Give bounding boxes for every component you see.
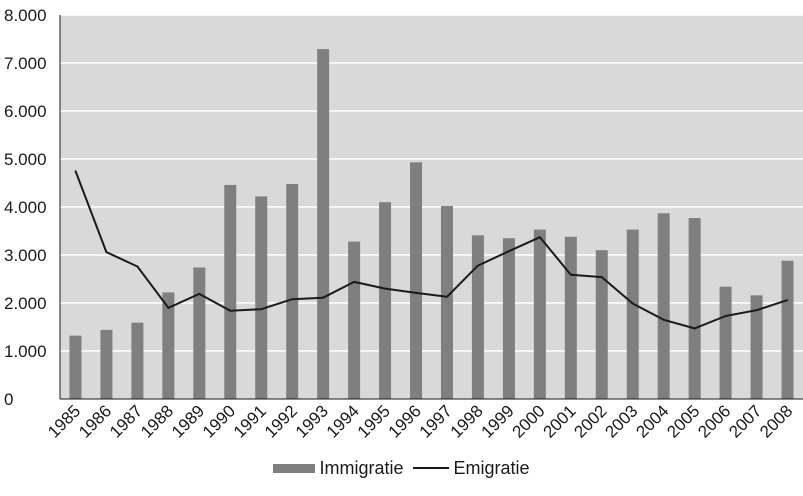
point-emigratie <box>136 265 139 268</box>
legend-label-immigratie: Immigratie <box>319 457 404 478</box>
bar-immigratie <box>750 295 763 399</box>
y-tick-label: 8.000 <box>4 6 47 25</box>
x-tick-label: 2005 <box>663 401 703 441</box>
bar-immigratie <box>657 213 670 399</box>
x-tick-label: 2007 <box>725 401 765 441</box>
x-tick-label: 1985 <box>44 401 84 441</box>
x-tick-label: 2006 <box>694 401 734 441</box>
x-tick-label: 1996 <box>385 401 425 441</box>
bar-immigratie <box>502 238 515 399</box>
bar-immigratie <box>255 196 268 399</box>
point-emigratie <box>693 327 696 330</box>
x-tick-label: 1999 <box>478 401 518 441</box>
x-tick-label: 1995 <box>354 401 394 441</box>
x-axis-tick-labels: 1985198619871988198919901991199219931994… <box>44 401 796 441</box>
point-emigratie <box>74 170 77 172</box>
point-emigratie <box>755 309 758 312</box>
point-emigratie <box>260 308 263 311</box>
x-tick-label: 1991 <box>230 401 270 441</box>
point-emigratie <box>198 293 201 295</box>
point-emigratie <box>105 251 108 253</box>
point-emigratie <box>662 319 665 321</box>
point-emigratie <box>415 292 417 294</box>
point-emigratie <box>724 315 727 317</box>
point-emigratie <box>291 298 293 300</box>
bar-immigratie <box>781 260 794 399</box>
point-emigratie <box>600 276 603 278</box>
x-tick-label: 2000 <box>508 401 548 441</box>
legend-swatch-immigratie <box>273 463 316 473</box>
legend-item-emigratie: Emigratie <box>413 457 530 479</box>
y-tick-label: 6.000 <box>4 102 47 121</box>
point-emigratie <box>477 264 479 267</box>
bar-immigratie <box>348 241 361 399</box>
point-emigratie <box>539 236 541 239</box>
bar-immigratie <box>100 329 113 399</box>
bar-immigratie <box>533 229 546 399</box>
bar-immigratie <box>440 206 453 399</box>
bar-immigratie <box>131 322 144 399</box>
x-tick-label: 1994 <box>323 401 363 441</box>
point-emigratie <box>786 299 789 301</box>
point-emigratie <box>570 273 572 276</box>
x-tick-label: 2001 <box>539 401 579 441</box>
bar-immigratie <box>471 235 484 399</box>
x-tick-label: 2002 <box>570 401 610 441</box>
y-tick-label: 7.000 <box>4 54 47 73</box>
point-emigratie <box>322 296 324 299</box>
y-tick-label: 3.000 <box>4 246 47 265</box>
bar-immigratie <box>688 218 701 399</box>
x-tick-label: 1986 <box>75 401 115 441</box>
bar-immigratie <box>595 250 608 399</box>
bar-immigratie <box>224 184 237 399</box>
y-tick-label: 5.000 <box>4 150 47 169</box>
legend-item-immigratie: Immigratie <box>273 458 403 479</box>
x-tick-label: 1989 <box>168 401 208 441</box>
x-tick-label: 1987 <box>106 401 146 441</box>
gridlines <box>60 14 803 352</box>
bar-immigratie <box>719 286 732 399</box>
x-tick-label: 1988 <box>137 401 177 441</box>
point-emigratie <box>508 250 510 252</box>
x-tick-label: 1992 <box>261 401 301 441</box>
bar-immigratie <box>69 335 82 399</box>
bar-immigratie <box>410 162 423 399</box>
bar-immigratie <box>317 49 330 400</box>
line-series-emigratie <box>74 170 789 330</box>
x-tick-label: 1990 <box>199 401 239 441</box>
point-emigratie <box>229 309 232 312</box>
bar-immigratie <box>162 292 175 399</box>
bar-immigratie <box>379 202 392 399</box>
y-axis-tick-labels: 0 1.000 2.000 3.000 4.000 5.000 6.000 7.000 8.00… <box>4 6 47 409</box>
bar-immigratie <box>193 267 206 399</box>
x-tick-label: 1997 <box>416 401 456 441</box>
legend-swatch-emigratie <box>413 467 450 469</box>
x-tick-label: 2004 <box>632 401 672 441</box>
legend: Immigratie Emigratie <box>0 455 803 481</box>
bar-immigratie <box>564 236 577 399</box>
y-tick-label: 1.000 <box>4 342 47 361</box>
point-emigratie <box>353 281 355 283</box>
point-emigratie <box>167 307 170 309</box>
x-tick-label: 2008 <box>756 401 796 441</box>
point-emigratie <box>446 295 448 298</box>
y-tick-label: 2.000 <box>4 294 47 313</box>
point-emigratie <box>631 302 634 305</box>
line-emigratie <box>74 170 788 330</box>
bar-series-immigratie <box>69 49 794 400</box>
x-tick-label: 1998 <box>447 401 487 441</box>
y-tick-label: 0 <box>4 390 13 409</box>
bar-immigratie <box>626 229 639 399</box>
y-tick-label: 4.000 <box>4 198 47 217</box>
x-tick-label: 1993 <box>292 401 332 441</box>
legend-label-emigratie: Emigratie <box>453 457 530 478</box>
bar-immigratie <box>286 183 299 399</box>
x-tick-label: 2003 <box>601 401 641 441</box>
point-emigratie <box>384 287 386 290</box>
